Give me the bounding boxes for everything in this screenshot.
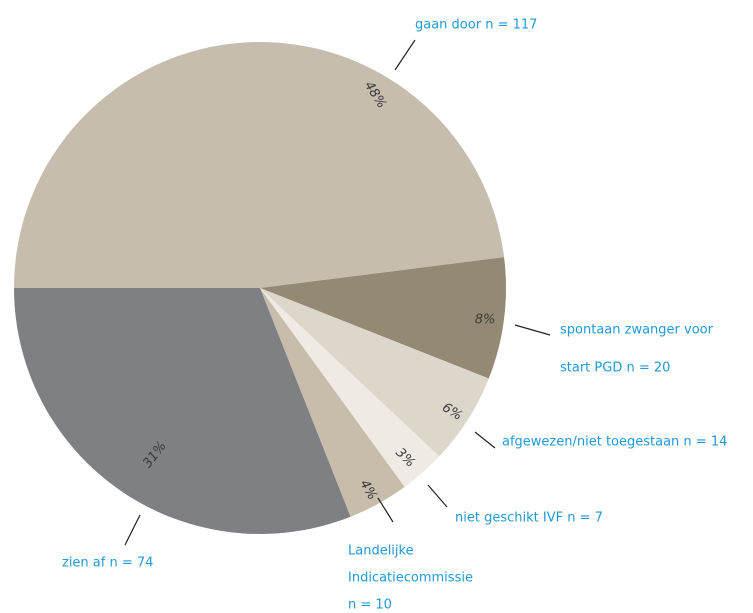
pie-slice [260,288,489,457]
percent-label: 8% [475,313,496,328]
pie-slice [260,257,506,379]
pie-slice [260,288,440,488]
slice-label: Landelijke [348,544,414,559]
slice-label: niet geschikt IVF n = 7 [455,511,603,526]
slice-label: spontaan zwanger voor [560,323,714,338]
slice-label: n = 10 [348,598,392,613]
leader-line [377,497,394,523]
pie-slice [14,42,505,288]
slice-label: gaan door n = 117 [415,18,537,33]
slice-label: start PGD n = 20 [560,361,670,376]
leader-line [124,514,141,546]
leader-line [474,431,496,449]
leader-line [514,324,551,336]
slice-label: Indicatiecommissie [348,571,473,586]
pie-slice [14,288,351,534]
leader-line [394,39,416,71]
slice-label: afgewezen/niet toegestaan n = 14 [502,435,727,450]
pie-slice [260,288,405,517]
slice-label: zien af n = 74 [62,556,153,571]
leader-line [427,484,448,508]
